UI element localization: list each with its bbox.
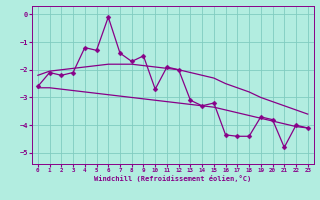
X-axis label: Windchill (Refroidissement éolien,°C): Windchill (Refroidissement éolien,°C)	[94, 175, 252, 182]
